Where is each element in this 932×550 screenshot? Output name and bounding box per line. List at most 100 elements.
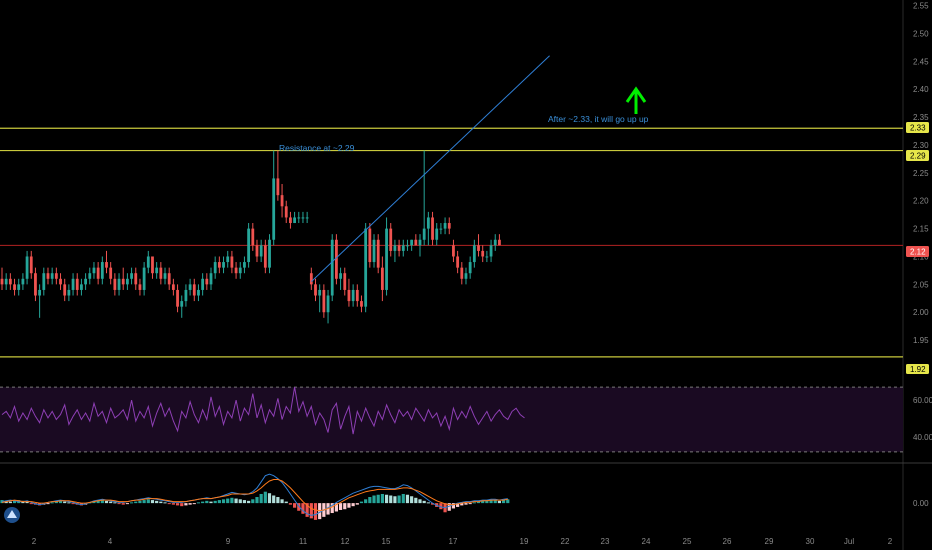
candle-body [59, 278, 62, 285]
candle-body [197, 289, 200, 296]
candle [255, 239, 259, 263]
candle-body [406, 245, 409, 247]
candle [297, 211, 301, 224]
candle-body [209, 273, 213, 285]
macd-histogram-bar [184, 503, 188, 506]
macd-histogram-bar [117, 503, 121, 505]
macd-histogram-bar [138, 500, 142, 504]
candle [414, 234, 418, 246]
price-tick-label: 2.00 [913, 308, 929, 317]
candle-body [380, 267, 384, 290]
macd-histogram-bar [113, 502, 117, 504]
candle [121, 267, 125, 290]
candle-body [167, 273, 171, 285]
macd-histogram-bar [347, 503, 351, 508]
price-tag-level-low-text: 1.92 [910, 365, 926, 374]
candle-body [159, 267, 163, 279]
macd-histogram-bar [259, 493, 263, 504]
candle-body [280, 195, 284, 207]
macd-histogram-bar [272, 495, 276, 504]
candle [34, 267, 37, 302]
candle [493, 234, 497, 251]
candle-body [54, 273, 58, 279]
macd-histogram-bar [284, 501, 288, 504]
candle-body [230, 256, 234, 268]
macd-histogram-bar [372, 495, 376, 504]
macd-histogram-bar [368, 497, 372, 504]
candle [176, 284, 179, 313]
macd-histogram-bar [54, 501, 58, 504]
candle [222, 256, 225, 274]
candle-body [368, 228, 372, 263]
candle [376, 234, 380, 274]
candle [418, 234, 422, 257]
candle [347, 278, 351, 307]
macd-histogram-bar [506, 499, 510, 504]
macd-histogram-bar [481, 500, 485, 504]
candle-body [335, 239, 338, 279]
candle [192, 278, 196, 302]
macd-histogram-bar [288, 503, 293, 505]
time-tick-label: 30 [806, 537, 815, 546]
candle-body [75, 278, 79, 290]
candle-body [322, 289, 326, 313]
price-tick-label: 2.35 [913, 113, 929, 122]
candle-body [13, 284, 16, 290]
candle [426, 211, 430, 246]
macd-histogram-bar [393, 496, 397, 504]
candle-body [4, 278, 8, 285]
candle-body [460, 267, 464, 279]
macd-histogram-bar [422, 500, 426, 504]
macd-histogram-bar [92, 501, 96, 504]
candle-body [456, 256, 460, 268]
candle-body [117, 278, 121, 290]
macd-histogram-bar [355, 503, 359, 505]
price-tick-label: 2.55 [913, 2, 929, 11]
macd-histogram-bar [418, 499, 422, 504]
macd-histogram-bar [226, 498, 230, 504]
candle [117, 273, 121, 296]
candle [293, 211, 296, 224]
candle [339, 267, 342, 290]
macd-histogram-bar [104, 500, 109, 504]
candle-body [272, 178, 276, 240]
macd-histogram-bar [359, 501, 364, 504]
time-axis[interactable]: 2 4 9 11 12 15 17 19 22 23 24 25 26 29 30 Jul 2 [32, 537, 893, 546]
macd-histogram-bar [221, 499, 226, 504]
candle-body [50, 273, 54, 279]
candle-body [92, 267, 96, 274]
candle [243, 256, 246, 274]
candle [17, 278, 21, 296]
time-tick-label: 23 [601, 537, 610, 546]
macd-histogram-bar [410, 496, 414, 504]
time-tick-label: 26 [723, 537, 732, 546]
macd-histogram-bar [485, 500, 489, 504]
candle-body [397, 245, 401, 251]
time-tick-label: 2 [888, 537, 893, 546]
price-tag-level-high-bg [906, 122, 929, 133]
macd-histogram-bar [414, 497, 418, 504]
candle [4, 273, 8, 290]
macd-histogram-bar [25, 501, 29, 504]
candle-body [201, 278, 205, 290]
macd-histogram-bar [397, 495, 401, 504]
candle [42, 267, 46, 296]
candle [301, 211, 305, 224]
rsi-pane[interactable] [0, 386, 932, 464]
macd-histogram-bar [389, 495, 393, 504]
candle-body [96, 267, 100, 279]
candle-body [493, 239, 497, 246]
macd-histogram-bar [464, 503, 468, 505]
price-tick-label: 2.30 [913, 141, 929, 150]
macd-histogram-bar [476, 501, 481, 504]
candle-body [326, 295, 330, 313]
macd-histogram-bar [171, 503, 175, 505]
candle [351, 284, 355, 307]
macd-histogram-bar [234, 498, 238, 504]
time-tick-label: 29 [765, 537, 774, 546]
price-tag-level-low: 1.92 [906, 364, 929, 374]
macd-histogram-bar [267, 493, 272, 504]
macd-pane[interactable] [0, 473, 510, 520]
macd-histogram-bar [71, 503, 75, 505]
candle-body [113, 278, 117, 290]
